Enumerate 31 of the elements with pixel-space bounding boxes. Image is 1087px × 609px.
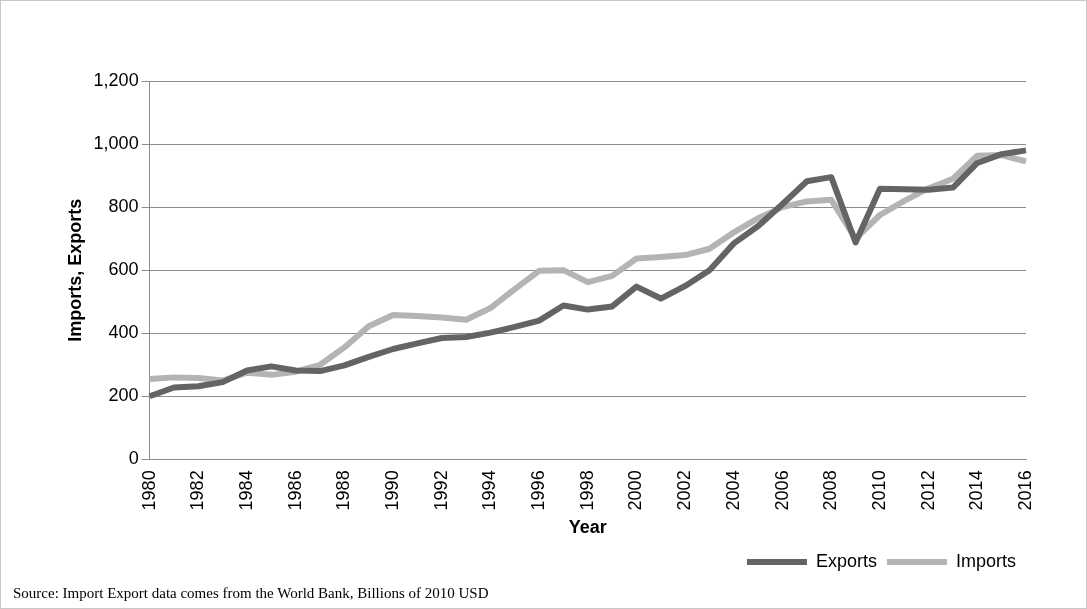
x-tick-label: 2012 [917,470,938,511]
x-tick-label: 2004 [722,470,743,511]
x-tick-label: 1982 [187,470,208,511]
source-note: Source: Import Export data comes from the World Bank, Billions of 2010 USD [13,585,489,602]
y-tick-label: 400 [108,322,139,343]
legend-label: Imports [955,550,1016,571]
y-tick-label: 1,200 [93,69,139,90]
x-axis-title: Year [568,517,607,538]
x-tick-label: 2000 [625,470,646,511]
y-tick-label: 0 [128,448,139,469]
x-tick-label: 2002 [674,470,695,511]
x-tick-label: 1992 [430,470,451,511]
y-axis-title: Imports, Exports [64,198,85,342]
x-tick-label: 1994 [479,470,500,511]
x-tick-label: 2006 [771,470,792,511]
x-tick-label: 1990 [382,470,403,511]
x-tick-label: 2016 [1014,470,1035,511]
legend-label: Exports [815,550,877,571]
x-tick-label: 1988 [333,470,354,511]
x-tick-label: 1996 [528,470,549,511]
x-tick-label: 1998 [576,470,597,511]
x-tick-label: 1980 [138,470,159,511]
y-tick-label: 600 [108,259,139,280]
x-tick-label: 2008 [820,470,841,511]
x-tick-label: 2014 [966,470,987,511]
y-tick-label: 800 [108,196,139,217]
x-tick-label: 1984 [235,470,256,511]
x-tick-label: 2010 [868,470,889,511]
y-tick-label: 1,000 [93,133,139,154]
x-tick-label: 1986 [284,470,305,511]
y-tick-label: 200 [108,385,139,406]
